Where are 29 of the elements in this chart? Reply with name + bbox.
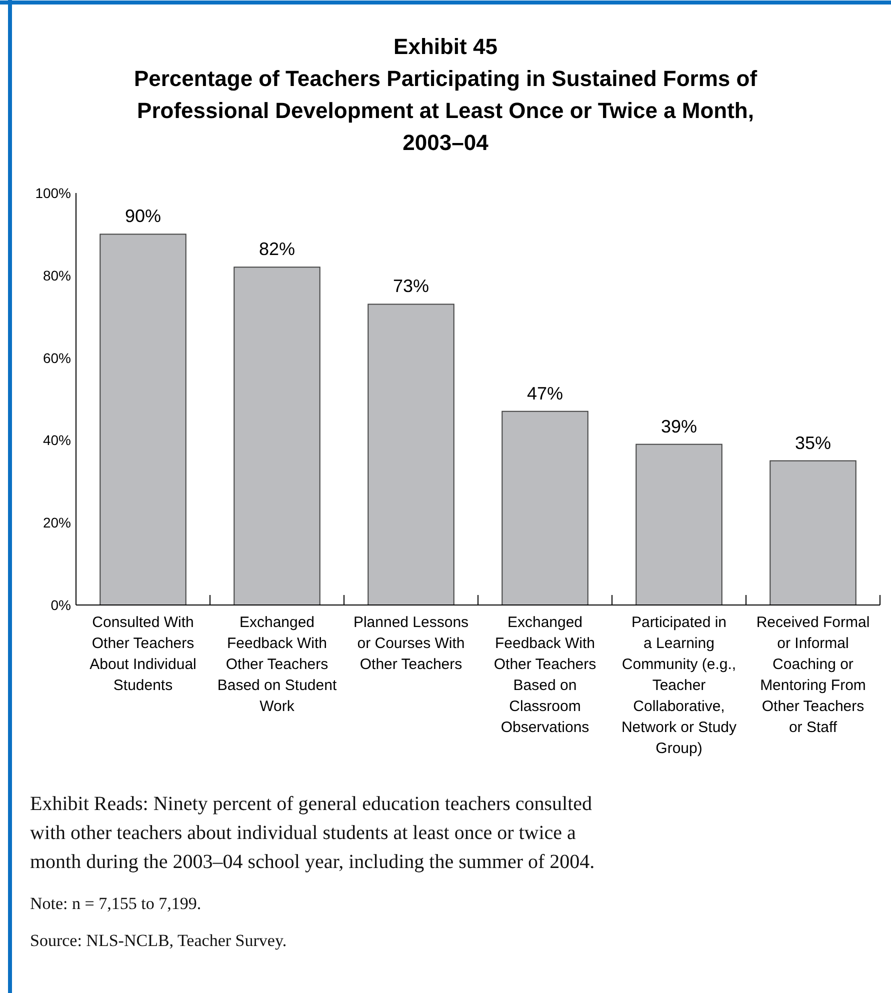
source-note: Source: NLS-NCLB, Teacher Survey. [30, 931, 287, 950]
x-tick-label: Consulted With Other Teachers About Individual Students [90, 614, 196, 694]
x-tick-label: Exchanged Feedback With Other Teachers Based on Classroom Observations [494, 614, 596, 736]
data-label: 35% [794, 432, 832, 453]
chart-subtitle: Percentage of Teachers Participating in Sustained Forms of Professional Development at Least Once or Twice a Month, 2003–04 [134, 66, 758, 155]
x-tick-label: Exchanged Feedback With Other Teachers Based on Student Work [217, 614, 338, 715]
data-label: 90% [124, 206, 162, 226]
bar [234, 266, 320, 606]
x-tick-label: Planned Lessons or Courses With Other Teachers [353, 614, 469, 673]
bar [502, 410, 588, 606]
y-tick-label: 20% [42, 514, 71, 531]
data-label: 47% [526, 383, 564, 404]
bar [368, 304, 454, 606]
text: Exhibit Reads: Ninety percent of general education teachers consulted with other teachers about individual students at least once or twice a month during the 2003–04 school year, including the summer of 2004. [30, 793, 595, 873]
y-tick-label: 60% [42, 350, 71, 366]
data-label: 73% [392, 276, 430, 296]
y-tick-label: 40% [42, 432, 71, 448]
y-tick-label: 100% [35, 185, 71, 201]
y-tick-label: 0% [50, 597, 71, 613]
x-tick-label: Received Formal or Informal Coaching or Mentoring From Other Teachers or Staff [756, 614, 870, 736]
bar [100, 234, 186, 606]
bar [770, 460, 856, 606]
text: Note: n = 7,155 to 7,199. [30, 894, 202, 913]
data-label: 39% [660, 416, 698, 436]
x-tick-label: Participated in a Learning Community (e.g., Teacher Collaborative, Network or Study Group) [621, 614, 738, 757]
y-tick-label: 80% [42, 267, 71, 284]
bar [636, 444, 722, 606]
chart-title: Exhibit 45 [394, 34, 498, 59]
data-label: 82% [258, 239, 296, 260]
